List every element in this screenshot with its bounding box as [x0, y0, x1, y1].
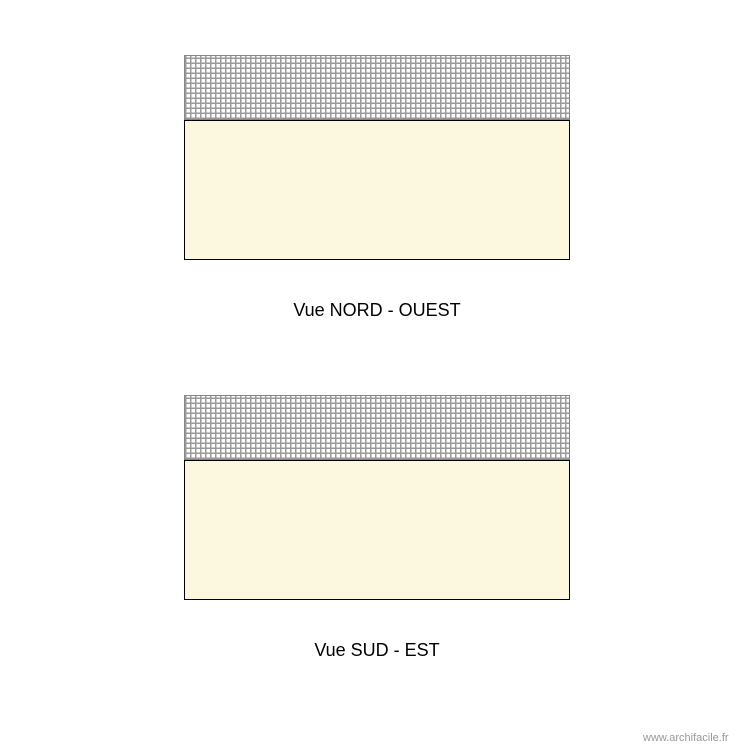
wall-sud-est [184, 460, 570, 600]
caption-nord-ouest: Vue NORD - OUEST [184, 300, 570, 321]
caption-sud-est: Vue SUD - EST [184, 640, 570, 661]
roof-hatch-sud-est [184, 395, 570, 460]
roof-hatch-nord-ouest [184, 55, 570, 120]
watermark-link: www.archifacile.fr [643, 732, 729, 744]
wall-nord-ouest [184, 120, 570, 260]
